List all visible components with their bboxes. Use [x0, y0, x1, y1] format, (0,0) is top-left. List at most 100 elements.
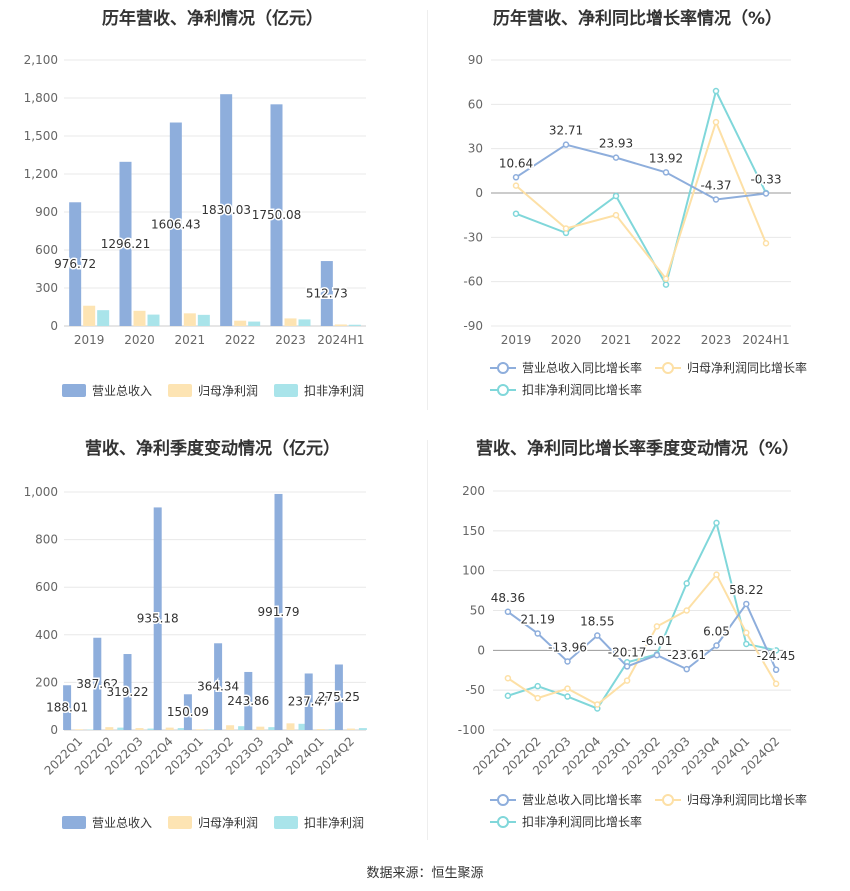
data-label: 1830.03 [201, 203, 251, 217]
bar [135, 728, 144, 730]
data-point [683, 580, 690, 587]
data-point [504, 692, 512, 699]
series-line [507, 601, 778, 671]
bar [147, 728, 156, 730]
bar [274, 493, 283, 730]
x-tick-label: 2024H1 [317, 333, 364, 347]
chart-svg: -90 -60 -30 0 30 60 90 2019 2020 2021 2022 2023 2024… [463, 53, 807, 397]
data-label: 150.09 [167, 705, 209, 719]
y-tick-label: 300 [35, 281, 58, 295]
y-tick-label: 800 [35, 533, 58, 547]
bar [234, 320, 247, 326]
data-point [512, 210, 520, 217]
x-tick-label: 2020 [124, 333, 155, 347]
y-tick-label: -30 [463, 230, 483, 244]
bar [244, 671, 253, 730]
data-point [612, 211, 620, 219]
data-point [712, 87, 720, 95]
bar [119, 161, 132, 326]
x-tick-label: 2019 [501, 333, 532, 347]
quarterly-growth-rate-chart: 营收、净利同比增长率季度变动情况（%） -100 -50 0 50 100 150 200 2… [425, 430, 850, 860]
data-label: 18.55 [580, 615, 614, 629]
x-tick-label: 2020 [551, 333, 582, 347]
bar [298, 723, 307, 730]
x-tick-label: 2019 [74, 333, 105, 347]
data-point [562, 141, 570, 148]
divider [427, 440, 428, 840]
y-tick-label: 90 [468, 53, 483, 67]
chart-title: 历年营收、净利情况（亿元） [102, 9, 323, 29]
bar [153, 507, 162, 730]
bar [238, 726, 247, 730]
legend-swatch [62, 816, 86, 829]
legend-marker [662, 794, 674, 806]
legend-label: 营业总收入 [92, 384, 152, 398]
y-tick-label: 600 [35, 243, 58, 257]
data-label: 243.86 [227, 694, 269, 708]
bar [220, 94, 233, 326]
legend-marker [497, 384, 509, 396]
data-point [562, 225, 570, 232]
legend-label: 扣非净利润同比增长率 [522, 814, 642, 829]
y-tick-label: 1,200 [24, 167, 58, 181]
data-label: 188.01 [46, 701, 88, 715]
legend-label: 扣非净利润 [304, 384, 364, 398]
x-tick-label: 2021 [601, 333, 632, 347]
legend-label: 归母净利润同比增长率 [687, 360, 807, 375]
bar [284, 318, 297, 326]
data-point [713, 519, 720, 527]
y-tick-label: 50 [470, 604, 485, 618]
data-label: 32.71 [549, 124, 583, 138]
data-point [772, 666, 780, 674]
series-line [515, 119, 767, 281]
legend-marker [497, 794, 509, 806]
data-label: 387.62 [76, 677, 118, 691]
data-label: 13.92 [649, 151, 683, 165]
bar [248, 321, 261, 326]
legend-swatch [274, 384, 298, 397]
bar [69, 202, 82, 326]
data-label: -6.01 [641, 634, 672, 648]
data-point [564, 685, 571, 692]
y-tick-label: 150 [462, 524, 485, 538]
data-label: 23.93 [599, 137, 633, 151]
divider [427, 10, 428, 410]
data-label: -23.61 [667, 648, 706, 662]
bar [83, 305, 96, 326]
bar [97, 310, 110, 326]
bar [147, 314, 160, 326]
x-tick-label: 2022 [225, 333, 256, 347]
bar [316, 729, 325, 730]
annual-revenue-profit-chart: 历年营收、净利情况（亿元） 0 300 600 900 1,200 1,500 1,800 2… [0, 0, 425, 430]
bar [63, 685, 72, 730]
data-point [762, 239, 770, 247]
legend-swatch [62, 384, 86, 397]
data-label: 512.73 [306, 287, 348, 301]
legend-label: 营业总收入同比增长率 [522, 360, 642, 375]
data-point [712, 196, 720, 203]
data-point [534, 694, 541, 702]
data-label: 1296.21 [101, 237, 151, 251]
bar [334, 664, 343, 730]
data-label: 1750.08 [252, 208, 302, 222]
series-line [515, 88, 767, 288]
x-tick-label: 2021 [175, 333, 206, 347]
y-tick-label: 400 [35, 628, 58, 642]
data-label: 991.79 [258, 605, 300, 619]
data-label: -0.33 [750, 172, 781, 186]
legend-swatch [168, 816, 192, 829]
data-label: 48.36 [491, 591, 525, 605]
data-point [772, 647, 780, 654]
bar [105, 727, 114, 730]
data-label: -13.96 [548, 640, 587, 654]
data-point [612, 192, 620, 200]
y-tick-label: 100 [462, 564, 485, 578]
data-label: 1606.43 [151, 217, 201, 231]
y-tick-label: -50 [465, 683, 485, 697]
chart-title: 营收、净利季度变动情况（亿元） [85, 439, 340, 459]
bar [197, 314, 210, 326]
y-tick-label: 2,100 [24, 53, 58, 67]
chart-svg: 0 300 600 900 1,200 1,500 1,800 2,100 2019 2020 20… [24, 53, 366, 398]
y-tick-label: -100 [458, 723, 485, 737]
data-point [743, 629, 750, 637]
